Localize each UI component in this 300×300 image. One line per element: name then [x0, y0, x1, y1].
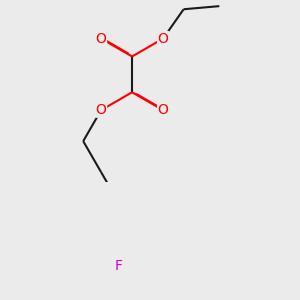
Text: O: O [96, 103, 106, 117]
Text: O: O [96, 32, 106, 46]
Text: O: O [158, 32, 169, 46]
Text: F: F [115, 259, 123, 273]
Text: O: O [158, 103, 169, 117]
